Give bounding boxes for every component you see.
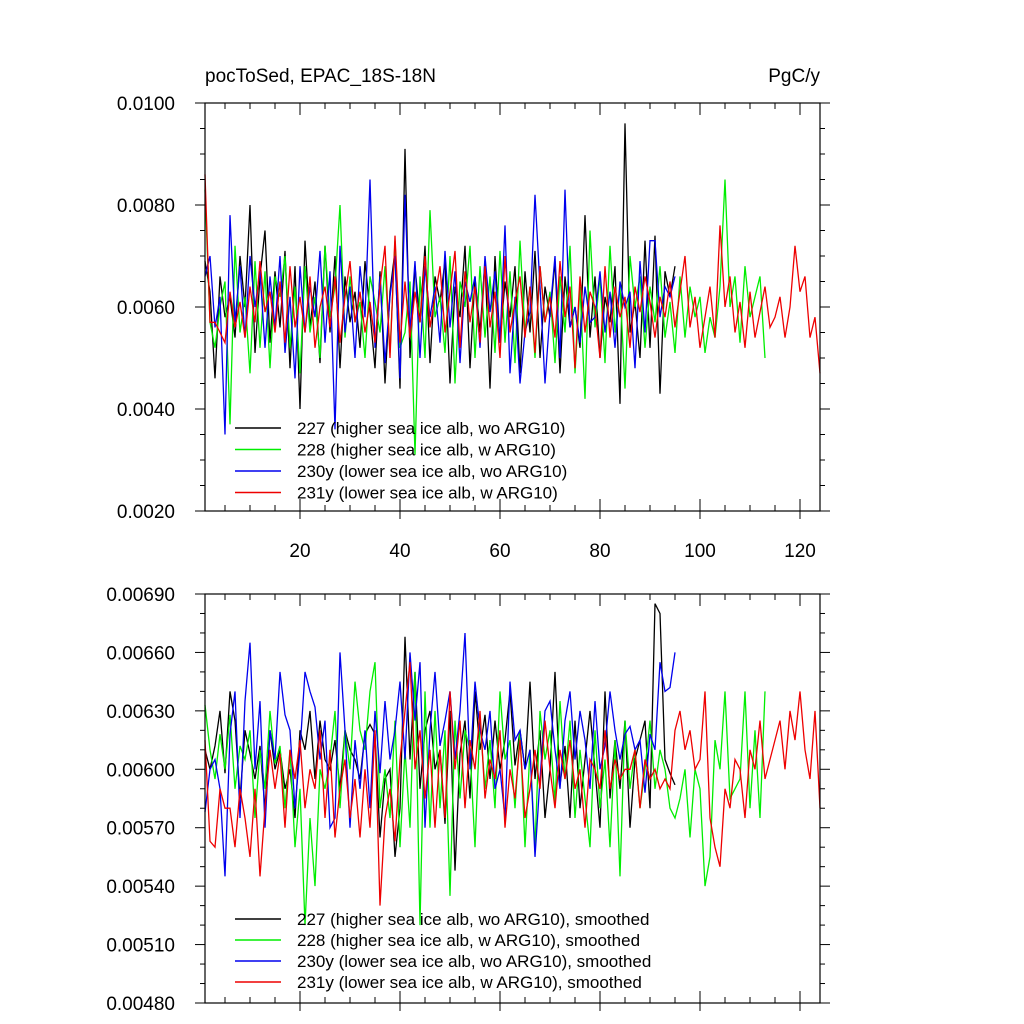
bottom-axis-ticks: 0.00480 0.00510 0.00540 0.00570 0.00600 0.006… <box>106 585 830 1015</box>
top-x-tick-label: 120 <box>784 541 816 562</box>
top-y-tick-label: 0.0020 <box>117 502 175 523</box>
top-y-tick-label: 0.0060 <box>117 298 175 319</box>
top-series-lines <box>204 123 821 455</box>
top-y-tick-label: 0.0040 <box>117 400 175 421</box>
top-series-line-1 <box>204 179 766 455</box>
top-axis-ticks: 20 40 60 80 100 120 0.0020 0.0040 0.0060 0.0080 0.… <box>117 94 830 562</box>
bottom-series-lines <box>204 603 821 926</box>
bottom-legend-label-3: 231y (lower sea ice alb, w ARG10), smoot… <box>297 973 642 992</box>
top-y-tick-label: 0.0080 <box>117 196 175 217</box>
top-series-line-3 <box>204 174 821 374</box>
bottom-series-line-3 <box>204 662 821 906</box>
top-legend-label-2: 230y (lower sea ice alb, wo ARG10) <box>297 462 567 481</box>
bottom-panel: 0.00480 0.00510 0.00540 0.00570 0.00600 0.006… <box>106 585 830 1015</box>
bottom-y-tick-label: 0.00690 <box>106 585 175 606</box>
top-legend: 227 (higher sea ice alb, wo ARG10) 228 (h… <box>235 419 567 503</box>
top-plot-frame <box>204 102 821 512</box>
bottom-y-tick-label: 0.00600 <box>106 760 175 781</box>
bottom-y-tick-label: 0.00510 <box>106 936 175 957</box>
top-legend-label-1: 228 (higher sea ice alb, w ARG10) <box>297 441 556 460</box>
bottom-y-tick-label: 0.00660 <box>106 643 175 664</box>
bottom-y-tick-label: 0.00480 <box>106 994 175 1015</box>
bottom-legend-label-0: 227 (higher sea ice alb, wo ARG10), smoo… <box>297 910 649 929</box>
top-panel: pocToSed, EPAC_18S-18N PgC/y 20 40 60 80 100… <box>117 66 830 562</box>
bottom-y-tick-label: 0.00630 <box>106 702 175 723</box>
bottom-series-line-2 <box>204 632 676 877</box>
bottom-legend-label-1: 228 (higher sea ice alb, w ARG10), smoot… <box>297 931 640 950</box>
top-x-tick-label: 20 <box>289 541 310 562</box>
top-legend-label-3: 231y (lower sea ice alb, w ARG10) <box>297 484 558 503</box>
bottom-plot-frame <box>204 593 821 1004</box>
bottom-y-tick-label: 0.00540 <box>106 877 175 898</box>
bottom-legend-label-2: 230y (lower sea ice alb, wo ARG10), smoo… <box>297 952 651 971</box>
top-x-tick-label: 60 <box>489 541 510 562</box>
top-x-tick-label: 40 <box>389 541 410 562</box>
top-legend-label-0: 227 (higher sea ice alb, wo ARG10) <box>297 419 565 438</box>
bottom-y-tick-label: 0.00570 <box>106 819 175 840</box>
top-x-tick-label: 100 <box>684 541 716 562</box>
top-y-tick-label: 0.0100 <box>117 94 175 115</box>
top-x-tick-label: 80 <box>589 541 610 562</box>
top-chart-units: PgC/y <box>768 66 820 87</box>
bottom-legend: 227 (higher sea ice alb, wo ARG10), smoo… <box>235 910 651 992</box>
top-chart-title: pocToSed, EPAC_18S-18N <box>205 66 436 87</box>
